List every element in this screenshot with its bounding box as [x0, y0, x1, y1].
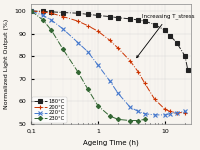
180°C [175, 42, 178, 43]
230°C [50, 29, 53, 31]
200°C [144, 82, 146, 84]
200°C [50, 12, 53, 14]
180°C [184, 55, 186, 57]
Text: Increasing T_stress: Increasing T_stress [137, 14, 194, 58]
Line: 230°C: 230°C [30, 9, 146, 122]
220°C [175, 112, 178, 114]
Line: 220°C: 220°C [29, 9, 187, 117]
200°C [86, 25, 89, 27]
180°C [129, 18, 131, 20]
180°C [153, 24, 156, 25]
180°C [109, 16, 111, 18]
200°C [129, 60, 131, 61]
200°C [175, 112, 178, 114]
230°C [86, 88, 89, 90]
Line: 200°C: 200°C [29, 9, 187, 115]
200°C [169, 111, 171, 112]
180°C [117, 17, 119, 19]
180°C [137, 19, 139, 21]
200°C [117, 47, 119, 49]
180°C [50, 11, 53, 13]
200°C [30, 10, 32, 12]
220°C [129, 106, 131, 108]
220°C [117, 93, 119, 94]
180°C [42, 11, 44, 12]
230°C [144, 118, 146, 120]
180°C [164, 29, 166, 31]
180°C [169, 35, 171, 37]
220°C [153, 114, 156, 116]
220°C [42, 15, 44, 16]
230°C [97, 105, 99, 107]
220°C [77, 42, 79, 43]
200°C [62, 16, 64, 18]
200°C [42, 11, 44, 13]
180°C [62, 12, 64, 13]
X-axis label: Ageing Time (h): Ageing Time (h) [83, 139, 139, 146]
220°C [109, 80, 111, 82]
220°C [184, 111, 186, 112]
230°C [62, 48, 64, 50]
220°C [30, 10, 32, 12]
230°C [42, 19, 44, 21]
220°C [97, 64, 99, 66]
230°C [129, 120, 131, 122]
220°C [62, 28, 64, 30]
220°C [137, 111, 139, 112]
230°C [77, 71, 79, 73]
230°C [117, 118, 119, 120]
220°C [86, 51, 89, 52]
180°C [97, 15, 99, 16]
220°C [50, 19, 53, 21]
230°C [109, 115, 111, 117]
200°C [184, 112, 186, 114]
200°C [109, 39, 111, 41]
200°C [153, 98, 156, 100]
200°C [97, 30, 99, 32]
180°C [144, 20, 146, 22]
180°C [30, 10, 32, 12]
220°C [169, 113, 171, 115]
220°C [164, 114, 166, 116]
230°C [30, 10, 32, 12]
180°C [187, 69, 189, 71]
200°C [77, 20, 79, 22]
200°C [137, 71, 139, 73]
Legend: 180°C, 200°C, 220°C, 230°C: 180°C, 200°C, 220°C, 230°C [32, 97, 67, 123]
Line: 180°C: 180°C [29, 9, 189, 71]
200°C [164, 108, 166, 110]
180°C [77, 12, 79, 14]
230°C [137, 120, 139, 122]
180°C [86, 14, 89, 15]
220°C [144, 113, 146, 115]
Y-axis label: Normalized Light Output (%): Normalized Light Output (%) [4, 19, 9, 109]
